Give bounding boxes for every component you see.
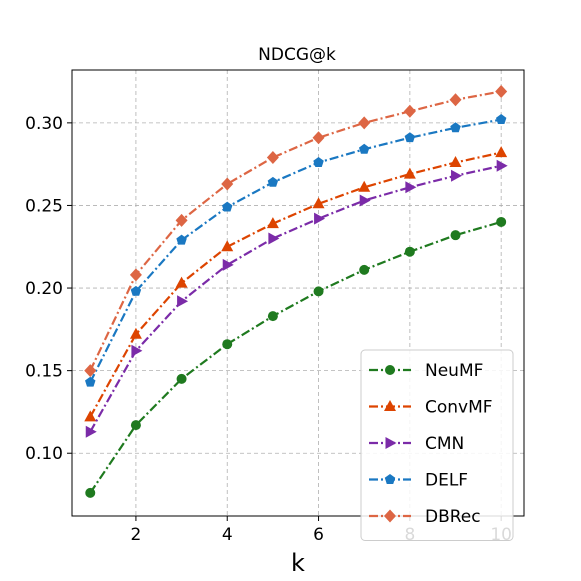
data-point-cmn (314, 212, 326, 225)
legend-item-cmn: CMN (369, 434, 464, 454)
y-tick-label: 0.15 (25, 362, 63, 382)
legend-item-convmf: ConvMF (369, 398, 493, 418)
data-point-convmf (84, 410, 97, 422)
data-point-dbrec (495, 84, 508, 98)
legend: NeuMF ConvMF CMN DELF DBRec (360, 349, 514, 541)
data-point-neumf (359, 264, 370, 275)
y-tick-label: 0.30 (25, 114, 63, 134)
data-point-convmf (449, 156, 462, 167)
data-point-cmn (405, 181, 417, 194)
data-point-cmn (268, 232, 280, 245)
data-point-delf (85, 376, 96, 387)
x-tick-label: 6 (313, 525, 324, 545)
data-point-cmn (131, 344, 143, 357)
series-line-delf (89, 118, 502, 383)
legend-marker-dbrec (384, 509, 396, 523)
x-tick-label: 4 (222, 525, 233, 545)
data-point-convmf (495, 146, 508, 158)
data-point-dbrec (84, 364, 97, 378)
data-point-cmn (222, 258, 234, 271)
data-point-dbrec (403, 104, 416, 118)
legend-label-cmn: CMN (425, 434, 464, 454)
legend-marker-neumf (385, 365, 395, 375)
y-tick-label: 0.20 (25, 279, 63, 299)
y-ticks: 0.10 0.15 0.20 0.25 0.30 (25, 114, 72, 464)
data-point-delf (495, 114, 507, 125)
chart-title: NDCG@k (258, 45, 336, 65)
data-point-cmn (451, 169, 463, 182)
series-layer (84, 84, 508, 498)
data-point-dbrec (175, 213, 188, 227)
series-line-convmf (89, 151, 502, 418)
data-point-neumf (404, 246, 415, 257)
data-point-neumf (85, 487, 96, 498)
legend-box (360, 349, 514, 541)
legend-label-convmf: ConvMF (425, 398, 493, 418)
series-dbrec (84, 84, 508, 378)
legend-item-neumf: NeuMF (369, 361, 483, 381)
data-point-convmf (129, 327, 142, 339)
data-point-convmf (358, 180, 371, 192)
data-point-dbrec (312, 131, 325, 145)
legend-label-delf: DELF (425, 471, 468, 491)
data-point-delf (404, 132, 416, 143)
data-point-dbrec (129, 268, 142, 282)
data-point-cmn (359, 194, 371, 207)
data-point-dbrec (358, 116, 371, 130)
series-line-neumf (89, 220, 502, 494)
series-line-dbrec (89, 90, 502, 372)
data-point-delf (358, 143, 370, 154)
data-point-cmn (496, 159, 508, 172)
legend-item-delf: DELF (369, 471, 468, 491)
data-point-neumf (176, 373, 187, 384)
series-cmn (85, 159, 508, 438)
data-point-dbrec (221, 177, 234, 191)
data-point-cmn (85, 425, 97, 438)
series-line-cmn (89, 164, 502, 433)
legend-marker-convmf (384, 400, 396, 411)
y-tick-label: 0.10 (25, 444, 63, 464)
data-point-cmn (177, 295, 189, 308)
data-point-dbrec (449, 93, 462, 107)
legend-label-neumf: NeuMF (425, 361, 483, 381)
plot-frame (71, 69, 525, 517)
data-point-neumf (313, 286, 324, 297)
data-point-delf (313, 157, 324, 167)
series-convmf (84, 146, 508, 422)
data-point-delf (176, 234, 187, 245)
legend-item-dbrec: DBRec (369, 507, 481, 527)
legend-label-dbrec: DBRec (425, 507, 481, 527)
legend-marker-delf (384, 474, 396, 484)
legend-marker-cmn (385, 437, 397, 449)
data-point-delf (450, 122, 461, 133)
data-point-neumf (496, 216, 507, 227)
x-axis-label: k (291, 549, 305, 577)
data-point-delf (130, 285, 142, 296)
data-point-convmf (403, 167, 416, 179)
x-tick-label: 2 (131, 525, 142, 545)
data-point-delf (222, 201, 233, 212)
series-neumf (85, 216, 507, 498)
series-delf (85, 114, 507, 387)
data-point-convmf (221, 240, 234, 252)
data-point-convmf (266, 217, 279, 229)
data-point-neumf (130, 420, 141, 431)
data-point-neumf (222, 339, 233, 350)
data-point-delf (267, 176, 279, 187)
data-point-neumf (267, 311, 278, 322)
data-point-dbrec (266, 151, 279, 165)
data-point-convmf (312, 197, 325, 209)
data-point-convmf (175, 276, 188, 288)
data-point-neumf (450, 230, 461, 241)
y-tick-label: 0.25 (25, 196, 63, 216)
